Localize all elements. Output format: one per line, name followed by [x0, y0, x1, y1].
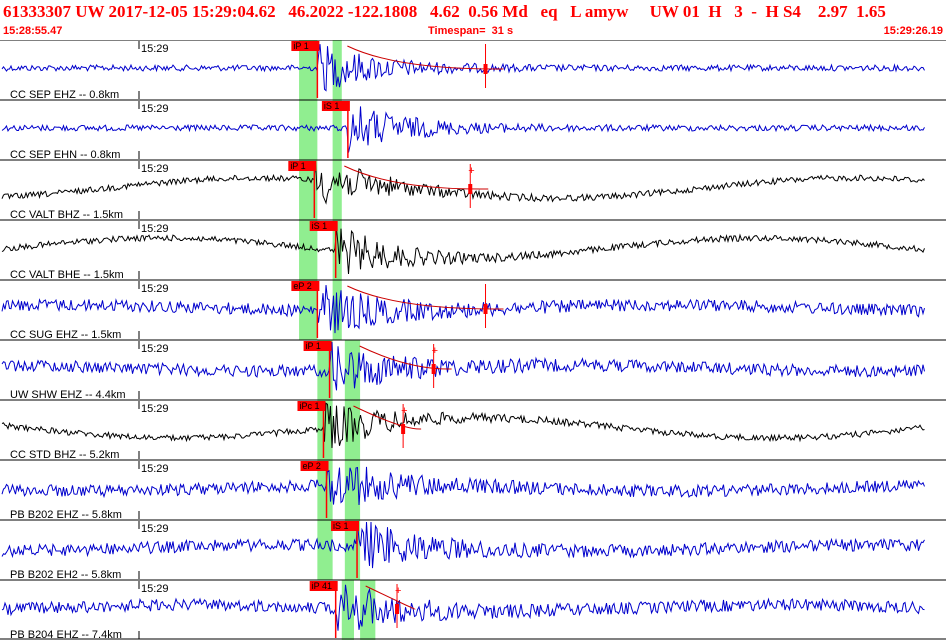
pick-window-8-0 [317, 520, 333, 580]
pick-window-1-0 [299, 100, 318, 160]
pick-window-1-1 [332, 100, 342, 160]
start-time: 15:28:55.47 [3, 25, 63, 37]
coda-marker-box-0 [483, 64, 488, 74]
pick-label-box-8 [331, 521, 360, 531]
pick-window-0-1 [332, 40, 342, 100]
pick-window-2-0 [299, 160, 318, 220]
coda-marker-box-5 [431, 364, 436, 374]
pick-label-box-4 [291, 281, 320, 291]
time-tick-label-7: 15:29 [141, 463, 169, 475]
waveform-3 [1, 228, 925, 275]
trace-label-9: PB B204 EHZ -- 7.4km [10, 629, 122, 640]
pick-label-5: iP 1 [306, 341, 321, 351]
seismogram-plot: 15:29 iP 1 CC SEP EHZ -- 0.8km 15:29 iS 1 CC … [0, 40, 946, 640]
pick-label-8: iS 1 [333, 521, 349, 531]
time-tick-label-0: 15:29 [141, 43, 169, 55]
trace-label-3: CC VALT BHE -- 1.5km [10, 269, 124, 281]
pick-window-2-1 [332, 160, 342, 220]
header-bar: 61333307 UW 2017-12-05 15:29:04.62 46.20… [0, 0, 946, 40]
time-tick-label-3: 15:29 [141, 223, 169, 235]
waveform-1 [1, 106, 925, 153]
coda-curve-4 [347, 285, 504, 310]
pick-label-box-7 [300, 461, 329, 471]
time-tick-label-4: 15:29 [141, 283, 169, 295]
pick-label-box-6 [297, 401, 326, 411]
pick-label-box-0 [291, 41, 320, 51]
coda-marker-box-6 [401, 424, 406, 434]
pick-label-3: iS 1 [312, 221, 328, 231]
event-title: 61333307 UW 2017-12-05 15:29:04.62 46.20… [3, 2, 886, 21]
trace-label-6: CC STD BHZ -- 5.2km [10, 449, 119, 461]
time-tick-label-9: 15:29 [141, 583, 169, 595]
pick-window-3-0 [299, 220, 318, 280]
pick-label-0: iP 1 [293, 41, 308, 51]
pick-label-box-5 [303, 341, 332, 351]
plus-marker-6: + [401, 405, 407, 417]
timespan-label: Timespan= 31 s [428, 25, 514, 37]
pick-label-box-9 [309, 581, 338, 591]
plus-marker-2: + [468, 165, 474, 177]
pick-window-9-1 [360, 580, 376, 640]
trace-label-2: CC VALT BHZ -- 1.5km [10, 209, 123, 221]
pick-window-7-1 [344, 460, 361, 520]
pick-label-box-1 [321, 101, 350, 111]
trace-label-4: CC SUG EHZ -- 1.5km [10, 329, 121, 341]
trace-label-1: CC SEP EHN -- 0.8km [10, 149, 120, 161]
waveform-4 [1, 285, 925, 334]
waveform-5 [1, 341, 925, 391]
coda-curve-6 [353, 405, 422, 430]
pick-window-5-0 [317, 340, 333, 400]
pick-label-9: iP 41 [312, 581, 332, 591]
coda-curve-2 [344, 165, 489, 190]
coda-marker-box-9 [395, 604, 400, 614]
waveform-7 [1, 466, 925, 506]
time-tick-label-1: 15:29 [141, 103, 169, 115]
coda-marker-box-2 [468, 184, 473, 194]
trace-label-5: UW SHW EHZ -- 4.4km [10, 389, 126, 401]
time-tick-label-6: 15:29 [141, 403, 169, 415]
waveform-2 [1, 161, 925, 205]
trace-label-7: PB B202 EHZ -- 5.8km [10, 509, 122, 521]
end-time: 15:29:26.19 [883, 25, 943, 37]
waveform-6 [1, 402, 925, 449]
pick-window-3-1 [332, 220, 342, 280]
trace-label-8: PB B202 EH2 -- 5.8km [10, 569, 121, 581]
pick-label-1: iS 1 [324, 101, 340, 111]
pick-label-box-2 [288, 161, 317, 171]
pick-label-4: eP 2 [293, 281, 311, 291]
plus-marker-5: + [432, 345, 438, 357]
pick-label-2: iP 1 [290, 161, 305, 171]
waveform-9 [1, 584, 925, 631]
coda-marker-box-4 [483, 304, 488, 314]
pick-window-0-0 [299, 40, 318, 100]
pick-label-box-3 [309, 221, 338, 231]
pick-label-7: eP 2 [303, 461, 321, 471]
pick-window-5-1 [344, 340, 361, 400]
coda-curve-0 [347, 45, 504, 70]
time-tick-label-5: 15:29 [141, 343, 169, 355]
time-tick-label-2: 15:29 [141, 163, 169, 175]
time-tick-label-8: 15:29 [141, 523, 169, 535]
pick-label-6: iPc 1 [299, 401, 319, 411]
plus-marker-9: + [395, 585, 401, 597]
coda-curve-5 [359, 345, 452, 370]
trace-label-0: CC SEP EHZ -- 0.8km [10, 89, 119, 101]
waveform-8 [1, 521, 925, 569]
